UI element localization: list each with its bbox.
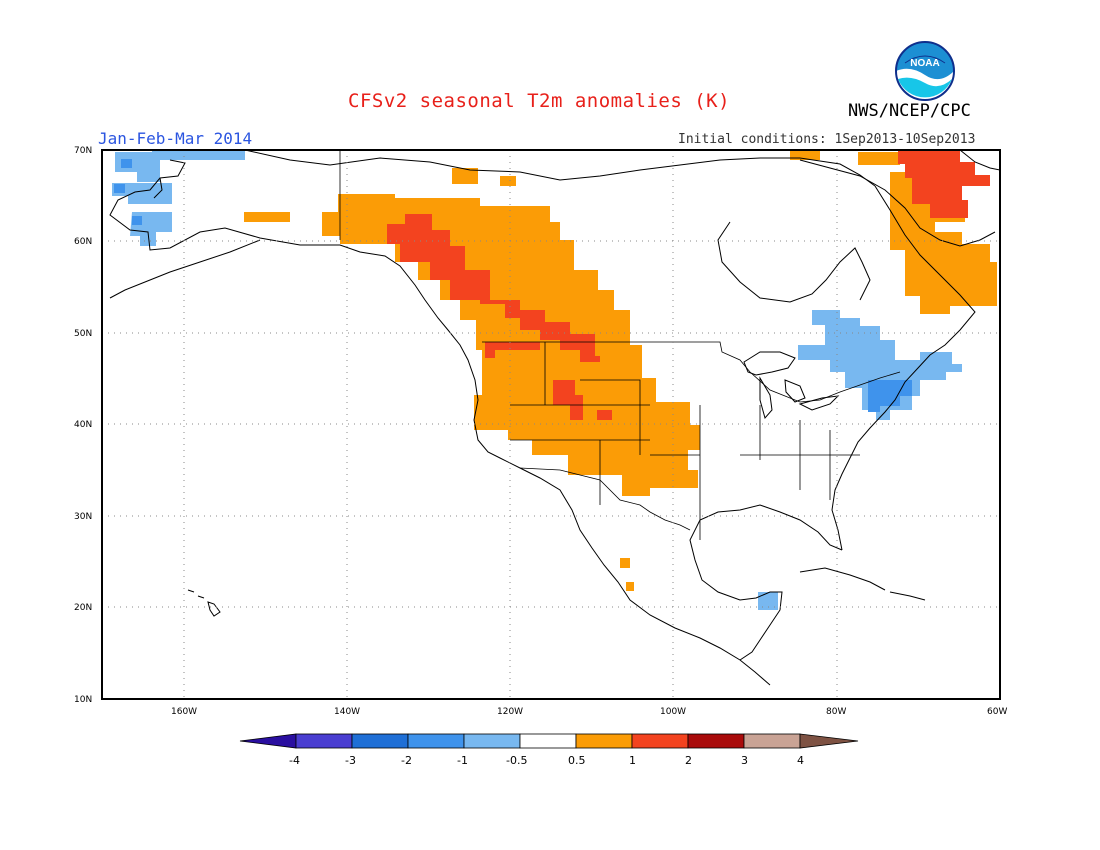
political-borders — [339, 150, 901, 540]
anomaly-region-alaska-west-core — [114, 159, 142, 225]
colorbar: -4 -3 -2 -1 -0.5 0.5 1 2 3 4 — [239, 733, 859, 767]
lon-label: 120W — [497, 707, 523, 717]
lat-label: 20N — [74, 603, 92, 613]
colorbar-label: -1 — [457, 754, 468, 767]
anomaly-field — [112, 150, 997, 610]
colorbar-swatch — [575, 733, 633, 749]
colorbar-swatch — [687, 733, 745, 749]
logo-text: NOAA — [910, 58, 939, 69]
colorbar-label: 4 — [797, 754, 804, 767]
colorbar-swatch — [519, 733, 577, 749]
noaa-logo: NOAA — [895, 41, 955, 101]
colorbar-label: -2 — [401, 754, 412, 767]
colorbar-label: -4 — [289, 754, 300, 767]
colorbar-arrow-high — [799, 733, 859, 749]
lat-axis: 70N 60N 50N 40N 30N 20N 10N — [74, 146, 92, 705]
colorbar-swatch — [631, 733, 689, 749]
lat-label: 70N — [74, 146, 92, 156]
lon-label: 140W — [334, 707, 360, 717]
lat-label: 40N — [74, 420, 92, 430]
colorbar-swatch — [351, 733, 409, 749]
colorbar-label: 3 — [741, 754, 748, 767]
colorbar-arrow-low — [239, 733, 297, 749]
anomaly-region-northeast — [758, 310, 962, 610]
lat-label: 60N — [74, 237, 92, 247]
lon-label: 80W — [826, 707, 846, 717]
initial-conditions-label: Initial conditions: 1Sep2013-10Sep2013 — [678, 132, 976, 147]
chart-title: CFSv2 seasonal T2m anomalies (K) — [348, 90, 731, 112]
colorbar-label: -3 — [345, 754, 356, 767]
coastlines — [109, 150, 1000, 686]
lon-label: 100W — [660, 707, 686, 717]
anomaly-region-red-core — [387, 150, 990, 420]
lat-label: 30N — [74, 512, 92, 522]
plot-frame — [101, 149, 1001, 700]
colorbar-swatch — [463, 733, 521, 749]
colorbar-label: 2 — [685, 754, 692, 767]
lat-label: 10N — [74, 695, 92, 705]
lon-label: 160W — [171, 707, 197, 717]
agency-label: NWS/NCEP/CPC — [848, 101, 971, 121]
lon-axis: 160W 140W 120W 100W 80W 60W — [171, 707, 1007, 717]
colorbar-swatch — [743, 733, 801, 749]
colorbar-swatch — [295, 733, 353, 749]
season-label: Jan-Feb-Mar 2014 — [98, 129, 253, 148]
lat-label: 50N — [74, 329, 92, 339]
lon-label: 60W — [987, 707, 1007, 717]
colorbar-label: 0.5 — [568, 754, 586, 767]
colorbar-label: -0.5 — [506, 754, 527, 767]
colorbar-label: 1 — [629, 754, 636, 767]
anomaly-region-northeast-core — [868, 380, 912, 412]
colorbar-swatch — [407, 733, 465, 749]
